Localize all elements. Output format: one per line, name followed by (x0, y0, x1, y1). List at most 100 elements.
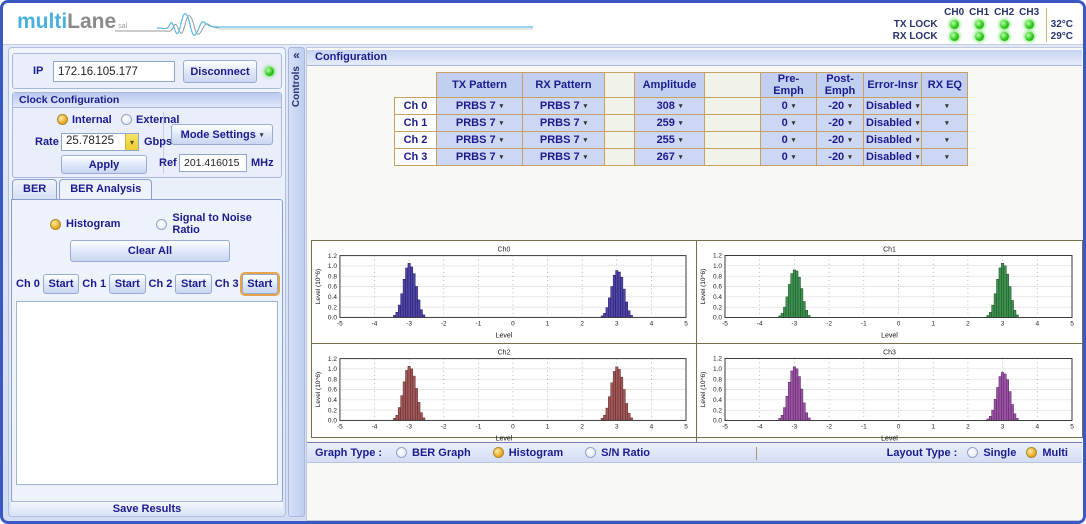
ch3-start-button[interactable]: Start (239, 272, 281, 296)
header-blank-1 (604, 72, 635, 98)
dropdown-arrow-icon: ▾ (848, 103, 852, 110)
ch2-tx-pattern-dropdown[interactable]: PRBS 7 ▾ (436, 131, 523, 149)
svg-text:0.6: 0.6 (713, 387, 722, 394)
ch0-rx-pattern-dropdown[interactable]: PRBS 7 ▾ (522, 97, 605, 115)
histogram-chart-ch0: 0.0 0.2 0.4 0.6 0.8 1.0 1.2 -5 -4 -3 -2 -1 0 1 2 3 4 5 Ch0… (312, 241, 697, 344)
ch1-error-insr-dropdown[interactable]: Disabled ▾ (862, 114, 923, 132)
rx-lock-led-ch0 (949, 31, 959, 41)
connection-group: IP Disconnect (12, 53, 282, 89)
svg-text:0.4: 0.4 (713, 294, 722, 301)
ch0-amplitude-dropdown[interactable]: 308 ▾ (634, 97, 705, 115)
external-clock-radio[interactable] (121, 114, 132, 125)
ch1-post-emph-dropdown[interactable]: -20 ▾ (816, 114, 864, 132)
dropdown-arrow-icon: ▾ (915, 103, 920, 110)
disconnect-button[interactable]: Disconnect (183, 60, 257, 83)
ch3-tx-pattern-dropdown[interactable]: PRBS 7 ▾ (436, 148, 523, 166)
internal-clock-radio[interactable] (57, 114, 68, 125)
svg-text:4: 4 (1035, 424, 1039, 431)
top-bar: multiLane sal TX LOCK RX LOCK CH0 CH1 (3, 3, 1083, 45)
controls-collapse-strip[interactable]: « Controls (288, 47, 305, 517)
tab-ber[interactable]: BER (12, 179, 58, 200)
ber-graph-radio-label: BER Graph (412, 446, 471, 459)
ref-frequency-input[interactable] (179, 154, 247, 172)
histogram-chart-ch2: 0.0 0.2 0.4 0.6 0.8 1.0 1.2 -5 -4 -3 -2 -1 0 1 2 3 4 5 Ch2… (312, 344, 697, 446)
ch1-rx-pattern-dropdown[interactable]: PRBS 7 ▾ (522, 114, 605, 132)
ch2-amplitude-dropdown[interactable]: 255 ▾ (634, 131, 705, 149)
ch2-rx-pattern-dropdown[interactable]: PRBS 7 ▾ (522, 131, 605, 149)
ch1-pre-emph-dropdown[interactable]: 0 ▾ (760, 114, 817, 132)
dropdown-arrow-icon: ▾ (583, 154, 588, 161)
ch3-error-insr-dropdown[interactable]: Disabled ▾ (862, 148, 923, 166)
rx-lock-label: RX LOCK (892, 30, 938, 42)
ch3-rx-eq-dropdown[interactable]: ▾ (921, 148, 969, 166)
ch0-error-insr-dropdown[interactable]: Disabled ▾ (862, 97, 923, 115)
apply-button[interactable]: Apply (61, 155, 147, 174)
dropdown-arrow-icon: ▾ (915, 120, 920, 127)
sn-ratio-radio[interactable] (585, 447, 597, 458)
rx-lock-led-ch3 (1024, 31, 1034, 41)
ch3-amplitude-dropdown[interactable]: 267 ▾ (634, 148, 705, 166)
ch0-rx-eq-dropdown[interactable]: ▾ (921, 97, 969, 115)
layout-single-radio[interactable] (967, 447, 979, 458)
save-results-button[interactable]: Save Results (11, 501, 283, 515)
ch0-tx-pattern-dropdown[interactable]: PRBS 7 ▾ (436, 97, 523, 115)
svg-text:5: 5 (1070, 424, 1074, 431)
svg-text:-5: -5 (337, 423, 343, 430)
tab-ber-analysis[interactable]: BER Analysis (59, 179, 153, 200)
svg-text:-2: -2 (826, 424, 832, 431)
ch1-rx-eq-dropdown[interactable]: ▾ (921, 114, 969, 132)
ber-graph-radio[interactable] (396, 447, 408, 458)
row-label-ch3: Ch 3 (394, 148, 437, 166)
layout-single-radio-label: Single (983, 446, 1017, 459)
ch2-post-emph-dropdown[interactable]: -20 ▾ (816, 131, 864, 149)
clear-all-button[interactable]: Clear All (70, 240, 230, 262)
dropdown-arrow-icon: ▾ (848, 120, 852, 127)
mode-settings-button[interactable]: Mode Settings ▾ (171, 124, 273, 145)
ch1-start-button[interactable]: Start (109, 274, 146, 294)
svg-text:Level (10^6): Level (10^6) (700, 372, 707, 408)
ip-input[interactable] (53, 61, 175, 82)
controls-strip-label: Controls (291, 66, 302, 108)
rate-dropdown-arrow-icon[interactable]: ▾ (125, 134, 138, 150)
tx-lock-label: TX LOCK (893, 18, 938, 30)
svg-text:-5: -5 (337, 320, 343, 327)
svg-text:0.0: 0.0 (713, 418, 722, 425)
dropdown-arrow-icon: ▾ (791, 120, 796, 127)
svg-text:-4: -4 (757, 424, 763, 431)
ch0-pre-emph-dropdown[interactable]: 0 ▾ (760, 97, 817, 115)
svg-text:2: 2 (966, 424, 970, 431)
ch3-pre-emph-dropdown[interactable]: 0 ▾ (760, 148, 817, 166)
rx-lock-led-ch1 (974, 31, 984, 41)
rx-lock-led-ch2 (999, 31, 1009, 41)
row-label-ch0: Ch 0 (394, 97, 437, 115)
ch1-tx-pattern-dropdown[interactable]: PRBS 7 ▾ (436, 114, 523, 132)
svg-text:-2: -2 (826, 321, 832, 328)
ch1-amplitude-dropdown[interactable]: 259 ▾ (634, 114, 705, 132)
ch2-pre-emph-dropdown[interactable]: 0 ▾ (760, 131, 817, 149)
ch3-rx-pattern-dropdown[interactable]: PRBS 7 ▾ (522, 148, 605, 166)
histogram-radio-label: Histogram (66, 218, 121, 230)
ch2-rx-eq-dropdown[interactable]: ▾ (921, 131, 969, 149)
layout-multi-radio[interactable] (1026, 447, 1038, 458)
collapse-icon[interactable]: « (293, 48, 300, 62)
header-post-emph: Post-Emph (816, 72, 864, 98)
svg-text:0: 0 (897, 424, 901, 431)
dropdown-arrow-icon: ▾ (848, 137, 852, 144)
graph-options-bar: Graph Type : BER Graph Histogram S/N Rat… (307, 442, 1082, 463)
svg-text:2: 2 (580, 320, 584, 327)
row-label-ch1: Ch 1 (394, 114, 437, 132)
ch2-start-button[interactable]: Start (175, 274, 212, 294)
rate-combobox[interactable]: 25.78125 ▾ (61, 133, 139, 151)
histogram-radio[interactable] (50, 218, 61, 230)
ch3-post-emph-dropdown[interactable]: -20 ▾ (816, 148, 864, 166)
svg-text:1.0: 1.0 (713, 263, 722, 270)
histogram-graph-radio[interactable] (492, 447, 504, 458)
dropdown-arrow-icon: ▾ (499, 103, 504, 110)
snr-radio[interactable] (156, 218, 168, 230)
tx-temperature: 32°C (1050, 18, 1073, 30)
ch0-post-emph-dropdown[interactable]: -20 ▾ (816, 97, 864, 115)
svg-text:-5: -5 (722, 424, 728, 431)
svg-text:-3: -3 (792, 321, 798, 328)
ch0-start-button[interactable]: Start (42, 274, 80, 294)
ch2-error-insr-dropdown[interactable]: Disabled ▾ (862, 131, 923, 149)
